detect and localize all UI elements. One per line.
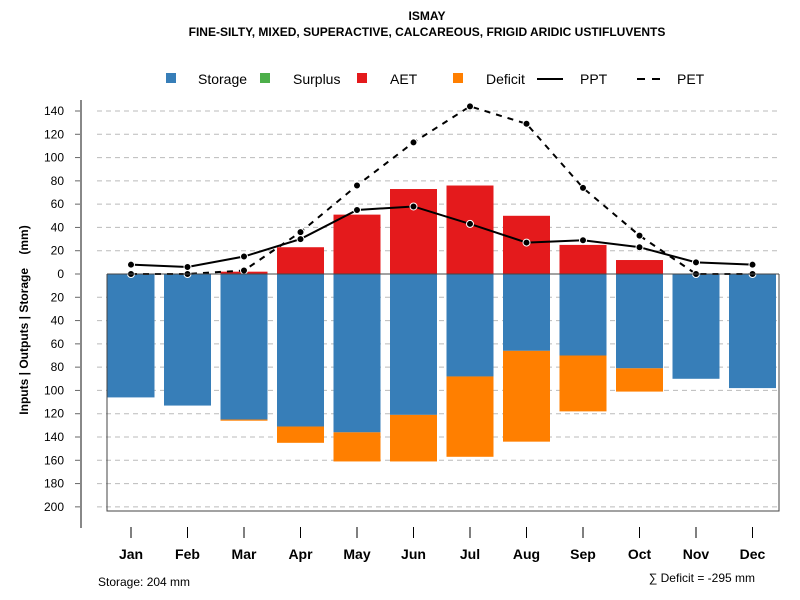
- ppt-point: [748, 260, 757, 269]
- chart-title: ISMAY: [409, 9, 446, 23]
- y-tick-label: 20: [51, 244, 65, 258]
- storage-bar: [446, 274, 494, 377]
- pet-point: [522, 119, 531, 128]
- storage-bar: [616, 274, 663, 369]
- y-tick-label: 80: [51, 360, 65, 374]
- ppt-point: [522, 238, 531, 247]
- y-tick-label: 0: [57, 267, 64, 281]
- pet-point: [466, 102, 474, 111]
- deficit-bar: [559, 355, 607, 412]
- aet-bar: [616, 260, 663, 274]
- grid-lines: [97, 110, 779, 508]
- deficit-bar: [503, 350, 550, 442]
- ppt-point: [635, 243, 644, 252]
- x-tick-label: Feb: [175, 546, 200, 562]
- legend-label-storage: Storage: [198, 71, 247, 87]
- y-tick-label: 80: [51, 174, 65, 188]
- x-tick-label: Apr: [288, 546, 313, 562]
- deficit-bar: [333, 432, 381, 462]
- storage-bar: [164, 274, 211, 406]
- plot-box: [106, 274, 780, 512]
- y-tick-label: 20: [51, 290, 65, 304]
- deficit-sum-annotation: ∑ Deficit = -295 mm: [649, 571, 755, 585]
- ppt-point: [296, 235, 305, 244]
- y-tick-label: 200: [44, 500, 64, 514]
- legend-swatch-surplus: [260, 73, 270, 83]
- storage-bar: [503, 274, 550, 351]
- y-tick-label: 40: [51, 314, 65, 328]
- ppt-point: [353, 205, 361, 214]
- storage-bar: [333, 274, 381, 433]
- y-tick-label: 60: [51, 197, 65, 211]
- deficit-bar: [446, 376, 494, 457]
- legend-label-aet: AET: [390, 71, 418, 87]
- y-tick-label: 140: [44, 430, 64, 444]
- storage-bar: [559, 274, 607, 356]
- x-tick-label: Jan: [119, 546, 143, 562]
- storage-bar: [277, 274, 324, 427]
- pet-point: [353, 181, 361, 190]
- pet-point: [240, 266, 248, 275]
- legend-swatch-aet: [357, 73, 367, 83]
- x-tick-label: May: [343, 546, 370, 562]
- storage-annotation: Storage: 204 mm: [98, 575, 190, 589]
- legend-swatch-storage: [166, 73, 176, 83]
- ppt-point: [579, 236, 587, 245]
- chart-subtitle: FINE-SILTY, MIXED, SUPERACTIVE, CALCAREO…: [189, 25, 666, 39]
- x-tick-label: Sep: [570, 546, 596, 562]
- ppt-point: [466, 219, 474, 228]
- storage-bar: [390, 274, 437, 415]
- aet-bar: [333, 214, 381, 274]
- ppt-point: [240, 252, 248, 261]
- y-tick-label: 40: [51, 220, 65, 234]
- x-tick-label: Aug: [513, 546, 540, 562]
- pet-point: [635, 231, 644, 240]
- bars: [107, 185, 776, 462]
- storage-bar: [220, 274, 268, 420]
- x-tick-label: Nov: [683, 546, 710, 562]
- legend-label-deficit: Deficit: [486, 71, 525, 87]
- deficit-bar: [390, 414, 437, 462]
- aet-bar: [390, 189, 437, 274]
- y-tick-label: 180: [44, 477, 64, 491]
- ppt-line: [130, 205, 753, 269]
- y-tick-label: 140: [44, 104, 64, 118]
- y-tick-label: 100: [44, 383, 64, 397]
- y-tick-label: 160: [44, 453, 64, 467]
- x-tick-label: Jun: [401, 546, 426, 562]
- y-axis-label: Inputs | Outputs | Storage (mm): [17, 225, 31, 414]
- y-tick-label: 100: [44, 151, 64, 165]
- lines: [127, 102, 757, 278]
- storage-bar: [729, 274, 776, 389]
- axes: 1401201008060402002040608010012014016018…: [44, 100, 780, 562]
- legend-label-ppt: PPT: [580, 71, 608, 87]
- deficit-bar: [616, 368, 663, 392]
- legend-label-pet: PET: [677, 71, 705, 87]
- legend-label-surplus: Surplus: [293, 71, 340, 87]
- x-tick-label: Mar: [232, 546, 257, 562]
- ppt-point: [692, 258, 700, 267]
- pet-point: [409, 138, 418, 147]
- deficit-bar: [277, 426, 324, 443]
- aet-bar: [277, 247, 324, 274]
- pet-point: [296, 228, 305, 237]
- ppt-point: [127, 260, 135, 269]
- pet-point: [579, 183, 587, 192]
- x-tick-label: Oct: [628, 546, 652, 562]
- ppt-point: [183, 263, 192, 272]
- y-tick-label: 120: [44, 407, 64, 421]
- aet-bar: [559, 244, 607, 274]
- x-tick-label: Jul: [460, 546, 480, 562]
- legend-swatch-deficit: [453, 73, 463, 83]
- deficit-bar: [220, 419, 268, 421]
- x-tick-label: Dec: [740, 546, 766, 562]
- storage-bar: [672, 274, 720, 379]
- storage-bar: [107, 274, 155, 398]
- y-tick-label: 60: [51, 337, 65, 351]
- legend: Storage Surplus AET Deficit PPT PET: [166, 71, 705, 87]
- pet-line: [131, 105, 753, 275]
- y-tick-label: 120: [44, 127, 64, 141]
- ppt-point: [409, 202, 418, 211]
